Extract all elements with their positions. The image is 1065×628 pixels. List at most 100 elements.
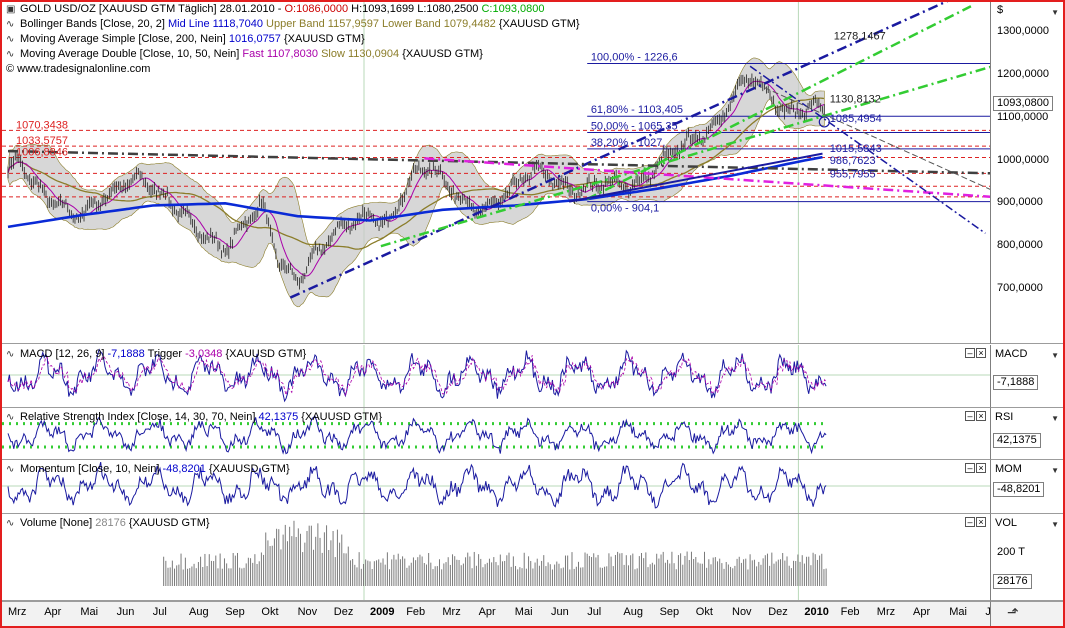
wave-icon: ∿ [6, 19, 15, 30]
legend-text: Upper Band 1157,9597 Lower Band 1079,448… [262, 18, 496, 30]
minimize-icon[interactable]: – [965, 517, 975, 527]
legend-text: {XAUUSD GTM} [298, 411, 382, 423]
legend-text: Momentum [Close, 10, Nein] [20, 463, 163, 475]
legend-text: H:1093,1699 L:1080,2500 [348, 3, 482, 15]
momentum-axis[interactable]: MOM ▼ -48,8201 [990, 460, 1063, 514]
legend-text: Moving Average Double [Close, 10, 50, Ne… [20, 48, 243, 60]
rsi-pane[interactable]: ∿ Relative Strength Index [Close, 14, 30,… [2, 408, 990, 460]
chevron-down-icon[interactable]: ▼ [1051, 466, 1059, 475]
wave-icon: ∿ [6, 34, 15, 45]
level-label: 986,7623 [830, 155, 876, 167]
legend-line[interactable]: ∿ Volume [None] 28176 {XAUUSD GTM} [6, 516, 210, 531]
month-label: 2010 [804, 606, 829, 618]
legend-text: -3,0348 [185, 348, 223, 360]
wave-icon: ∿ [6, 412, 15, 423]
month-label: Mai [949, 606, 967, 618]
rsi-legend: ∿ Relative Strength Index [Close, 14, 30,… [6, 410, 382, 425]
minimize-icon[interactable]: – [965, 348, 975, 358]
legend-line[interactable]: ∿ Momentum [Close, 10, Nein] -48,8201 {XA… [6, 462, 290, 477]
month-label: Dez [768, 606, 788, 618]
legend-text: 42,1375 [258, 411, 299, 423]
trendline-green-lower [380, 65, 990, 248]
price-pane[interactable]: 1070,3438 1033,5757 1006,8846 100,00% - 122… [2, 2, 990, 344]
level-label: 1085,4954 [830, 113, 882, 125]
bollinger-band [7, 57, 825, 308]
legend-text: Moving Average Simple [Close, 200, Nein] [20, 33, 229, 45]
legend-line[interactable]: ▣ GOLD USD/OZ [XAUUSD GTM Täglich] 28.01.… [6, 2, 580, 17]
price-legend: ▣ GOLD USD/OZ [XAUUSD GTM Täglich] 28.01.… [6, 2, 580, 77]
legend-line[interactable]: ∿ Moving Average Simple [Close, 200, Nein… [6, 32, 580, 47]
close-icon[interactable]: × [976, 348, 986, 358]
close-icon[interactable]: × [976, 517, 986, 527]
pane-buttons[interactable]: – × [964, 463, 986, 473]
fibonacci-label: 50,00% - 1065,35 [591, 120, 678, 132]
pane-buttons[interactable]: – × [964, 517, 986, 527]
sma-200-line [7, 155, 823, 229]
arrow-icon[interactable]: ⬏ [1007, 604, 1019, 620]
legend-line[interactable]: © www.tradesignalonline.com [6, 62, 580, 77]
level-label: 1278,1467 [834, 30, 886, 42]
month-label: Nov [732, 606, 752, 618]
marker-circle [818, 116, 830, 128]
month-label: Okt [261, 606, 279, 618]
legend-text: Slow 1130,0904 [318, 48, 400, 60]
volume-pane[interactable]: ∿ Volume [None] 28176 {XAUUSD GTM} – × [2, 514, 990, 601]
legend-text: 1016,0757 [228, 33, 281, 45]
currency-symbol: $ [997, 4, 1004, 16]
trendline-upper [289, 2, 949, 299]
chevron-down-icon[interactable]: ▼ [1051, 8, 1059, 17]
price-tick-label: 1200,0000 [997, 67, 1049, 80]
level-label: 1006,8846 [16, 147, 68, 159]
legend-text: -7,1888 [107, 348, 145, 360]
macd-axis[interactable]: MACD ▼ -7,1888 [990, 345, 1063, 408]
month-label: Jul [587, 606, 602, 618]
trigger-line [7, 355, 827, 397]
month-label: Okt [695, 606, 713, 618]
price-tick-label: 700,0000 [997, 282, 1043, 294]
legend-text: © www.tradesignalonline.com [6, 63, 151, 75]
trendline-green-upper [586, 5, 972, 201]
rsi-axis[interactable]: RSI ▼ 42,1375 [990, 408, 1063, 460]
close-icon[interactable]: × [976, 411, 986, 421]
minimize-icon[interactable]: – [965, 411, 975, 421]
legend-line[interactable]: ∿ Moving Average Double [Close, 10, 50, N… [6, 47, 580, 62]
volume-axis-label: VOL [995, 517, 1018, 529]
fibonacci-label: 38,20% - 1027, [591, 137, 666, 149]
macd-pane[interactable]: ∿ MACD [12, 26, 9] -7,1888 Trigger -3,034… [2, 345, 990, 408]
trendline-support [568, 152, 823, 203]
indicator-line [7, 415, 827, 455]
legend-line[interactable]: ∿ MACD [12, 26, 9] -7,1888 Trigger -3,034… [6, 347, 306, 362]
time-axis[interactable]: Mrz Apr Mai Jun Jul Aug Sep Okt Nov Dez 2009 Feb Mrz… [2, 601, 1003, 626]
pane-buttons[interactable]: – × [964, 411, 986, 421]
minimize-icon[interactable]: – [965, 463, 975, 473]
pane-buttons[interactable]: – × [964, 348, 986, 358]
chevron-down-icon[interactable]: ▼ [1051, 414, 1059, 423]
legend-line[interactable]: ∿ Bollinger Bands [Close, 20, 2] Mid Line… [6, 17, 580, 32]
close-icon[interactable]: × [976, 463, 986, 473]
month-label: Aug [189, 606, 209, 618]
price-axis[interactable]: $ ▼ 700,0000 800,0000 900,0000 1000,0000 110… [990, 2, 1063, 344]
legend-text: {XAUUSD GTM} [280, 33, 365, 45]
month-label: Mrz [876, 606, 896, 618]
chevron-down-icon[interactable]: ▼ [1051, 520, 1059, 529]
fibonacci-label: 100,00% - 1226,6 [591, 51, 678, 63]
month-label: Mrz [442, 606, 461, 618]
chevron-down-icon[interactable]: ▼ [1051, 351, 1059, 360]
legend-text: Relative Strength Index [Close, 14, 30, … [20, 411, 259, 423]
month-label: Sep [225, 606, 245, 618]
month-label: Mai [514, 606, 533, 618]
legend-line[interactable]: ∿ Relative Strength Index [Close, 14, 30,… [6, 410, 382, 425]
volume-axis[interactable]: VOL ▼ 200 T 28176 [990, 514, 1063, 601]
indicator-line [7, 348, 827, 403]
momentum-pane[interactable]: ∿ Momentum [Close, 10, Nein] -48,8201 {XA… [2, 460, 990, 514]
rsi-axis-label: RSI [995, 411, 1014, 423]
price-tick-label: 1000,0000 [997, 153, 1049, 166]
momentum-current-label: -48,8201 [993, 482, 1045, 497]
legend-text: GOLD USD/OZ [XAUUSD GTM Täglich] 28.01.2… [20, 3, 285, 15]
legend-text: {XAUUSD GTM} [205, 463, 290, 475]
trendline-down [749, 65, 986, 234]
month-label: Mrz [8, 606, 27, 618]
wave-icon: ∿ [6, 518, 15, 529]
time-axis-corner: ⬏ [990, 601, 1063, 626]
macd-legend: ∿ MACD [12, 26, 9] -7,1888 Trigger -3,034… [6, 347, 306, 362]
